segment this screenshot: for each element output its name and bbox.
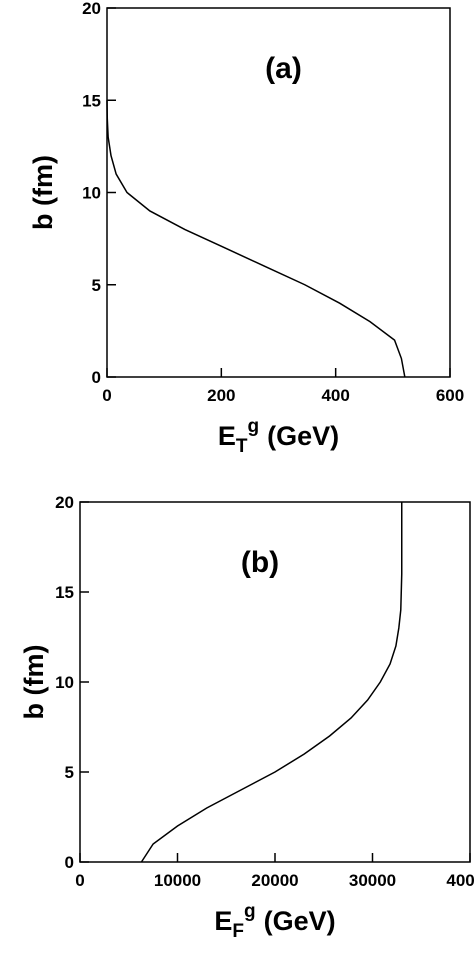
label-sup: g [244,901,256,922]
x-tick-label: 0 [75,871,84,890]
label-base: E [218,421,236,451]
x-tick-label: 0 [102,386,111,405]
x-tick-label: 30000 [349,871,396,890]
data-line [106,100,406,378]
x-tick-label: 600 [436,386,464,405]
y-tick-label: 20 [82,0,101,18]
y-tick-label: 0 [92,368,101,387]
annotation: (a) [265,52,302,85]
y-tick-label: 0 [65,853,74,872]
y-tick-label: 15 [55,583,74,602]
x-tick-label: 20000 [251,871,298,890]
y-tick-label: 5 [92,276,101,295]
x-axis-label: ETg (GeV) [218,416,339,457]
y-axis-label: b (fm) [19,645,49,720]
x-tick-label: 40000 [446,871,474,890]
label-sub: F [232,921,244,942]
x-tick-label: 200 [207,386,235,405]
label-base: E [214,906,232,936]
label-unit: (GeV) [264,906,336,936]
annotation: (b) [241,546,279,579]
label-sup: g [248,416,260,437]
x-tick-label: 400 [321,386,349,405]
y-tick-label: 15 [82,91,101,110]
x-tick-label: 10000 [154,871,201,890]
data-line [140,502,403,863]
label-unit: (GeV) [267,421,339,451]
x-axis-label: EFg (GeV) [214,901,335,942]
y-tick-label: 5 [65,763,74,782]
y-axis-label: b (fm) [28,155,58,230]
y-tick-label: 10 [82,184,101,203]
y-tick-label: 20 [55,493,74,512]
y-tick-label: 10 [55,673,74,692]
label-sub: T [236,436,248,457]
